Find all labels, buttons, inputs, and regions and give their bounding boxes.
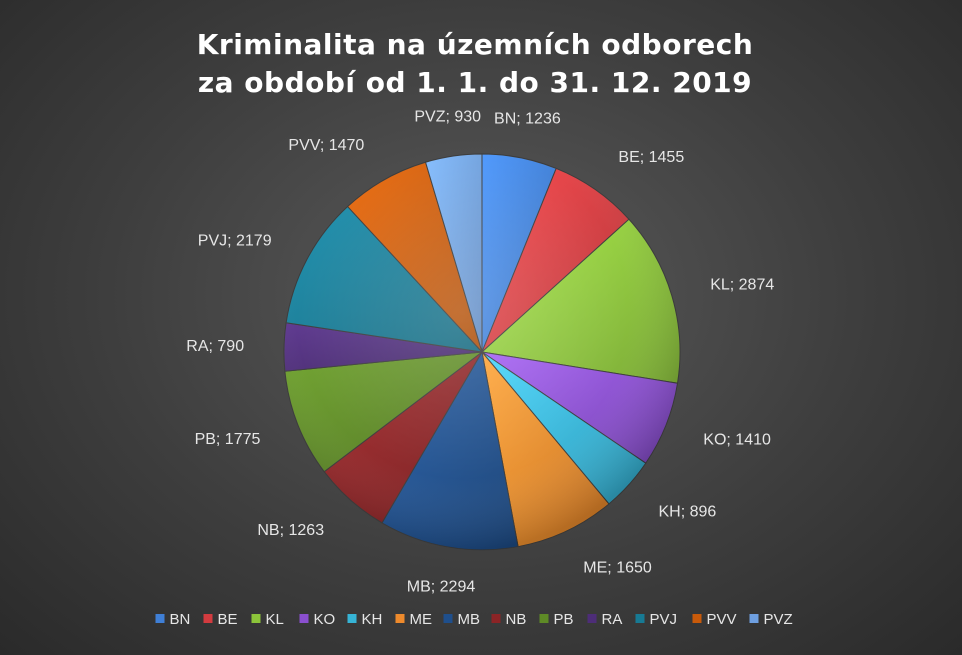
data-label-pvj: PVJ; 2179 [198,233,272,250]
data-labels: BN; 1236 BE; 1455 KL; 2874 KO; 1410 KH; 896 M… [186,109,774,596]
legend-label-mb: MB [458,611,481,628]
legend-label-bn: BN [170,611,191,628]
legend-label-kh: KH [362,611,383,628]
legend-marker-me [395,614,405,623]
data-label-nb: NB; 1263 [257,522,324,539]
data-label-be: BE; 1455 [618,149,684,166]
legend-label-be: BE [218,611,238,628]
legend-label-pvj: PVJ [650,611,678,628]
legend-label-pvv: PVV [707,611,737,628]
legend-marker-pb [539,614,549,623]
data-label-pvz: PVZ; 930 [414,109,481,126]
data-label-kh: KH; 896 [659,504,717,521]
legend-marker-be [203,614,213,623]
legend-label-pvz: PVZ [764,611,793,628]
legend-label-kl: KL [266,611,284,628]
legend-marker-ko [299,614,309,623]
legend-label-me: ME [410,611,433,628]
legend-label-ko: KO [314,611,336,628]
legend-marker-mb [443,614,453,623]
data-label-mb: MB; 2294 [407,578,476,595]
pie-slices [283,153,681,551]
legend-marker-nb [491,614,501,623]
legend: BN BE KL KO KH ME MB NB PB RA PVJ PVV PVZ [155,611,793,628]
legend-marker-pvv [692,614,702,623]
chart-title-line-1: Kriminalita na územních odborech [197,28,754,61]
legend-marker-kl [251,614,261,623]
data-label-bn: BN; 1236 [494,110,561,127]
legend-marker-ra [587,614,597,623]
legend-label-pb: PB [554,611,574,628]
data-label-ko: KO; 1410 [703,432,771,449]
data-label-kl: KL; 2874 [710,276,774,293]
legend-marker-pvj [635,614,645,623]
legend-label-ra: RA [602,611,623,628]
data-label-me: ME; 1650 [583,559,652,576]
chart-title-line-2: za období od 1. 1. do 31. 12. 2019 [198,66,752,99]
legend-label-nb: NB [506,611,527,628]
data-label-pb: PB; 1775 [195,431,261,448]
legend-marker-kh [347,614,357,623]
legend-marker-bn [155,614,165,623]
data-label-ra: RA; 790 [186,338,244,355]
data-label-pvv: PVV; 1470 [288,137,364,154]
legend-marker-pvz [749,614,759,623]
